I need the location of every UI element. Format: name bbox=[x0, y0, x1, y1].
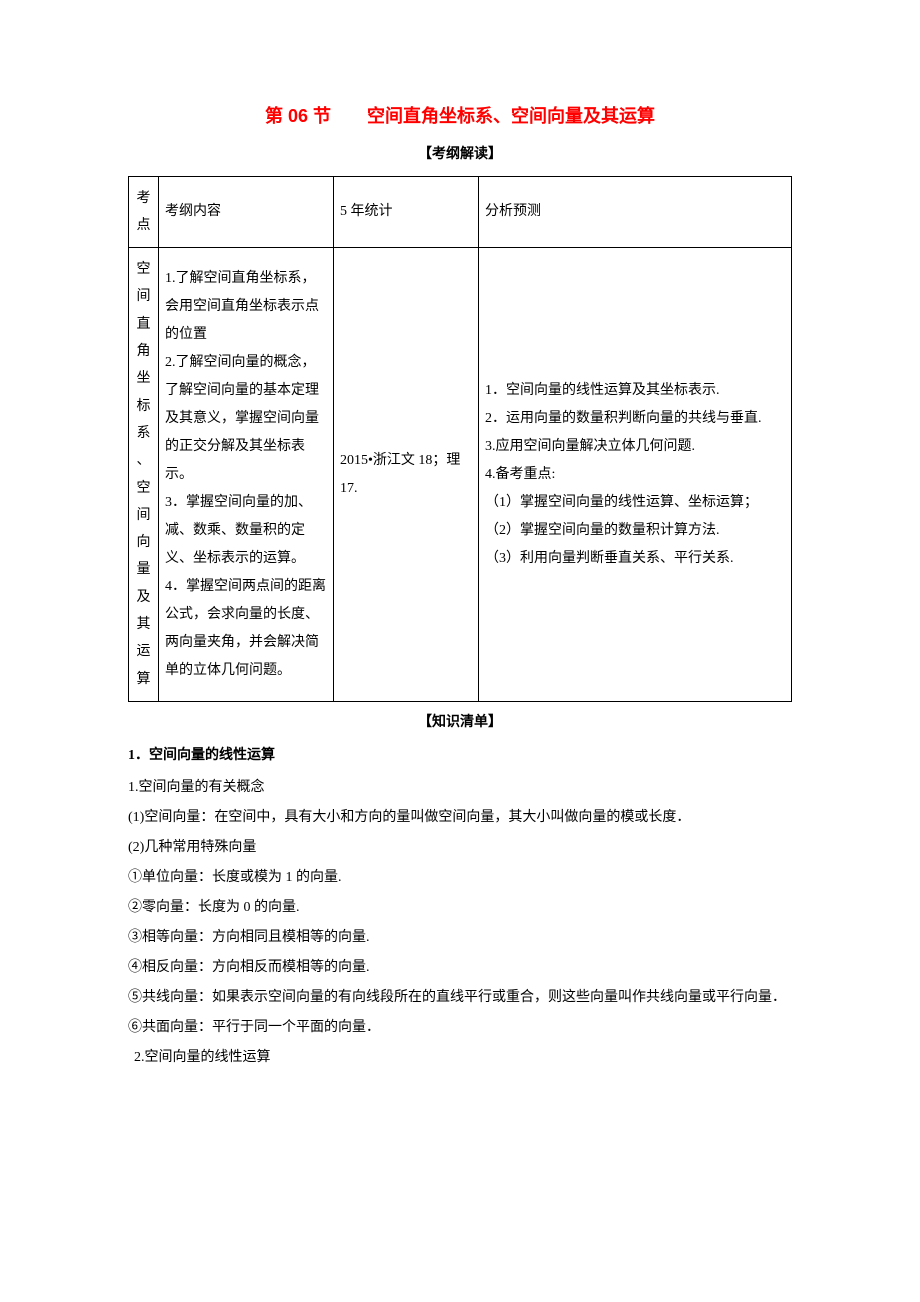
table-data-row: 空间直角坐标系、空间向量及其运算 1.了解空间直角坐标系，会用空间直角坐标表示点… bbox=[129, 248, 792, 702]
header-topic: 考点 bbox=[129, 176, 159, 248]
para-special-vectors: (2)几种常用特殊向量 bbox=[128, 834, 792, 862]
exam-outline-table: 考点 考纲内容 5 年统计 分析预测 空间直角坐标系、空间向量及其运算 1.了解… bbox=[128, 176, 792, 702]
cell-analysis: 1．空间向量的线性运算及其坐标表示. 2．运用向量的数量积判断向量的共线与垂直.… bbox=[479, 248, 792, 702]
para-unit-vector: ①单位向量：长度或模为 1 的向量. bbox=[128, 864, 792, 892]
cell-topic: 空间直角坐标系、空间向量及其运算 bbox=[129, 248, 159, 702]
para-collinear-vector: ⑤共线向量：如果表示空间向量的有向线段所在的直线平行或重合，则这些向量叫作共线向… bbox=[128, 984, 792, 1012]
para-linear-ops: 2.空间向量的线性运算 bbox=[134, 1044, 792, 1072]
para-zero-vector: ②零向量：长度为 0 的向量. bbox=[128, 894, 792, 922]
para-coplanar-vector: ⑥共面向量：平行于同一个平面的向量． bbox=[128, 1014, 792, 1042]
para-space-vector-def: (1)空间向量：在空间中，具有大小和方向的量叫做空间向量，其大小叫做向量的模或长… bbox=[128, 804, 792, 832]
table-header-row: 考点 考纲内容 5 年统计 分析预测 bbox=[129, 176, 792, 248]
document-title: 第 06 节 空间直角坐标系、空间向量及其运算 bbox=[128, 100, 792, 132]
section-label-exam: 【考纲解读】 bbox=[128, 142, 792, 167]
cell-content: 1.了解空间直角坐标系，会用空间直角坐标表示点的位置 2.了解空间向量的概念，了… bbox=[159, 248, 334, 702]
header-content: 考纲内容 bbox=[159, 176, 334, 248]
cell-stats: 2015•浙江文 18；理 17. bbox=[334, 248, 479, 702]
para-concepts: 1.空间向量的有关概念 bbox=[128, 774, 792, 802]
header-analysis: 分析预测 bbox=[479, 176, 792, 248]
header-stats: 5 年统计 bbox=[334, 176, 479, 248]
section-label-knowledge: 【知识清单】 bbox=[128, 710, 792, 735]
para-equal-vector: ③相等向量：方向相同且模相等的向量. bbox=[128, 924, 792, 952]
para-opposite-vector: ④相反向量：方向相反而模相等的向量. bbox=[128, 954, 792, 982]
knowledge-heading-1: 1．空间向量的线性运算 bbox=[128, 743, 792, 768]
